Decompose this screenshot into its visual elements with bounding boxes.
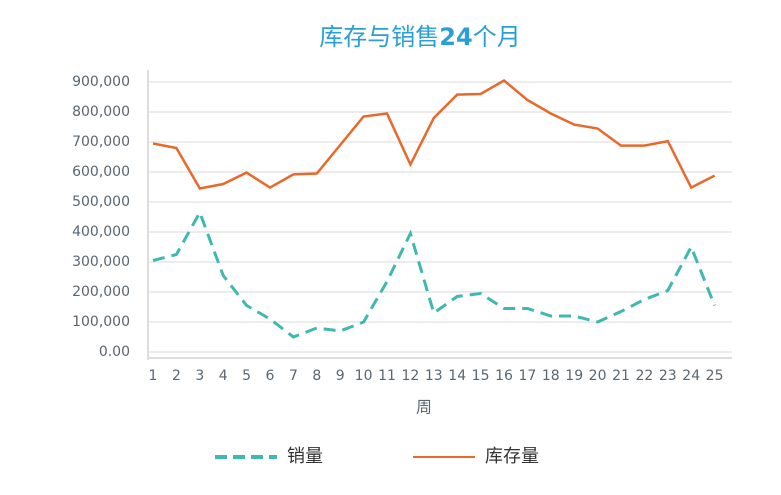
x-tick-label: 14 [448,368,466,384]
y-tick-label: 100,000 [72,314,130,330]
x-tick-label: 3 [195,368,204,384]
series-line [152,78,716,190]
legend-label: 销量 [287,446,323,467]
y-tick-label: 700,000 [72,134,130,150]
x-tick-label: 6 [266,368,275,384]
y-tick-label: 300,000 [72,254,130,270]
y-tick-label: 200,000 [72,284,130,300]
x-tick-label: 5 [242,368,251,384]
y-tick-label: 400,000 [72,224,130,240]
legend-label: 库存量 [485,446,539,467]
x-tick-label: 13 [425,368,443,384]
x-tick-label: 2 [172,368,181,384]
x-tick-label: 16 [495,368,513,384]
x-tick-label: 9 [336,368,345,384]
x-axis-label: 周 [416,398,432,417]
x-tick-label: 8 [312,368,321,384]
y-tick-label: 900,000 [72,74,130,90]
x-tick-label: 12 [401,368,419,384]
series-line [152,208,716,339]
chart-title: 库存与销售24个月 [319,23,520,51]
y-tick-label: 0.00 [99,344,130,360]
x-tick-label: 11 [378,368,396,384]
x-tick-label: 23 [659,368,677,384]
x-tick-label: 25 [706,368,724,384]
x-tick-label: 15 [472,368,490,384]
x-tick-label: 21 [612,368,630,384]
x-tick-label: 19 [565,368,583,384]
y-tick-label: 500,000 [72,194,130,210]
x-tick-label: 22 [635,368,653,384]
y-tick-label: 800,000 [72,104,130,120]
y-tick-label: 600,000 [72,164,130,180]
x-tick-label: 1 [149,368,158,384]
x-tick-label: 10 [355,368,373,384]
x-tick-label: 7 [289,368,298,384]
x-tick-label: 17 [518,368,536,384]
x-tick-label: 18 [542,368,560,384]
x-tick-label: 4 [219,368,228,384]
x-tick-label: 20 [589,368,607,384]
x-tick-label: 24 [682,368,700,384]
